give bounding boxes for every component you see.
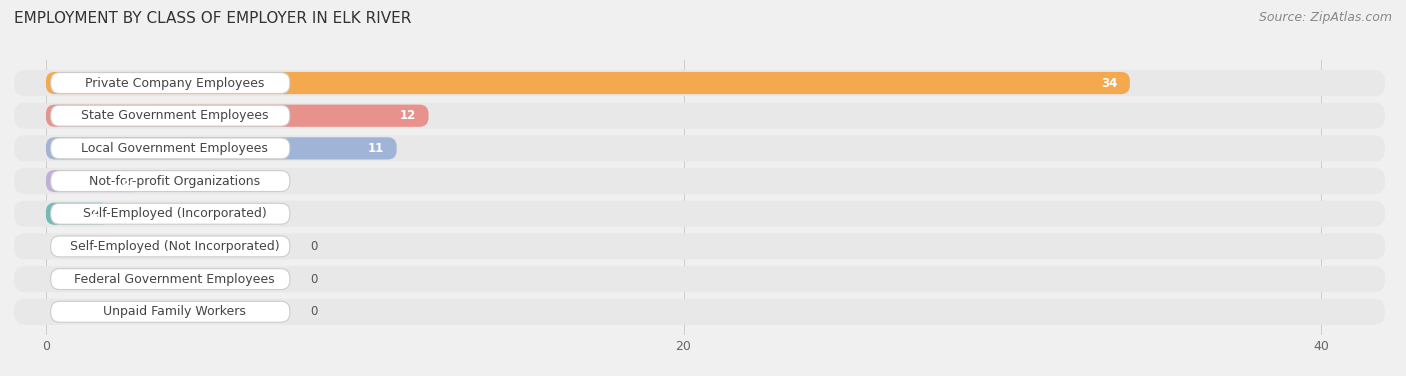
Text: 12: 12 [399,109,416,122]
FancyBboxPatch shape [14,201,1385,227]
Text: State Government Employees: State Government Employees [80,109,269,122]
FancyBboxPatch shape [51,105,290,126]
FancyBboxPatch shape [51,138,290,159]
FancyBboxPatch shape [51,73,290,94]
Text: 34: 34 [1101,77,1118,89]
Text: 0: 0 [311,305,318,318]
Text: Not-for-profit Organizations: Not-for-profit Organizations [89,174,260,188]
FancyBboxPatch shape [14,299,1385,325]
FancyBboxPatch shape [46,105,429,127]
Text: 0: 0 [311,240,318,253]
Text: Federal Government Employees: Federal Government Employees [75,273,274,286]
FancyBboxPatch shape [14,135,1385,161]
Text: 2: 2 [89,207,97,220]
Text: 0: 0 [311,273,318,286]
FancyBboxPatch shape [14,168,1385,194]
FancyBboxPatch shape [46,170,142,192]
FancyBboxPatch shape [51,301,290,322]
Text: Self-Employed (Incorporated): Self-Employed (Incorporated) [83,207,266,220]
FancyBboxPatch shape [46,137,396,159]
FancyBboxPatch shape [51,236,290,257]
Text: EMPLOYMENT BY CLASS OF EMPLOYER IN ELK RIVER: EMPLOYMENT BY CLASS OF EMPLOYER IN ELK R… [14,11,412,26]
Text: Private Company Employees: Private Company Employees [84,77,264,89]
Text: 3: 3 [121,174,129,188]
Text: Local Government Employees: Local Government Employees [82,142,269,155]
FancyBboxPatch shape [14,70,1385,96]
FancyBboxPatch shape [51,171,290,191]
FancyBboxPatch shape [51,268,290,290]
Text: 11: 11 [367,142,384,155]
Text: Self-Employed (Not Incorporated): Self-Employed (Not Incorporated) [70,240,280,253]
FancyBboxPatch shape [14,103,1385,129]
FancyBboxPatch shape [46,72,1130,94]
FancyBboxPatch shape [14,233,1385,259]
Text: Source: ZipAtlas.com: Source: ZipAtlas.com [1258,11,1392,24]
FancyBboxPatch shape [46,203,110,225]
FancyBboxPatch shape [14,266,1385,292]
FancyBboxPatch shape [51,203,290,224]
Text: Unpaid Family Workers: Unpaid Family Workers [103,305,246,318]
